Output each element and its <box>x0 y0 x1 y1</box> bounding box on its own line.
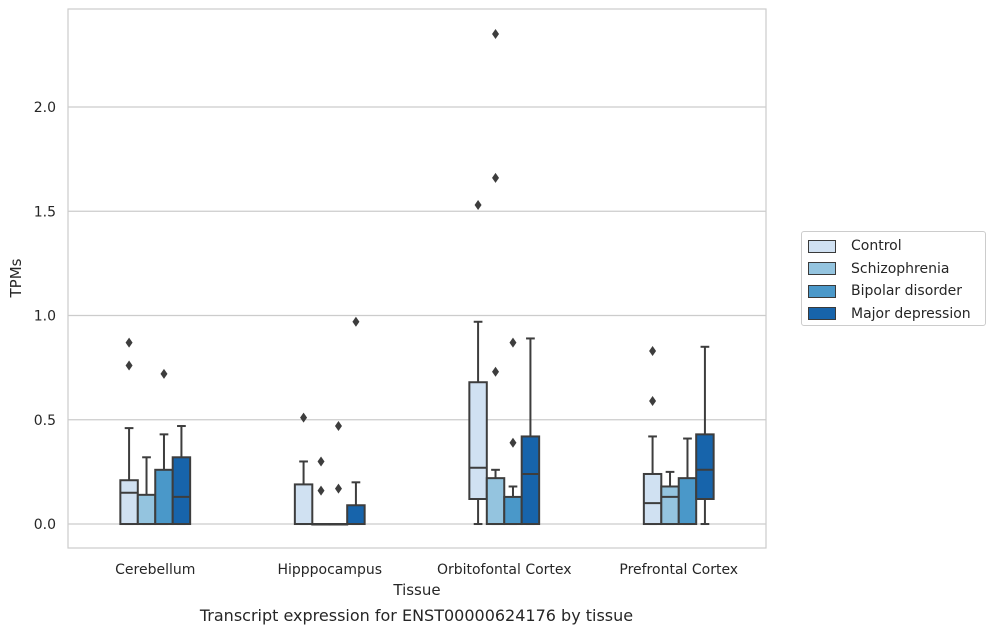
box-major-depression <box>346 316 366 526</box>
box <box>171 456 192 526</box>
box <box>485 477 506 526</box>
legend-item: Major depression <box>808 303 985 326</box>
outlier-point <box>474 200 482 210</box>
box-schizophrenia <box>311 456 331 526</box>
box-control <box>119 337 139 526</box>
legend-swatch <box>808 284 836 298</box>
y-tick-label: 2.0 <box>34 100 56 116</box>
y-tick-label: 1.0 <box>34 309 56 325</box>
legend-swatch <box>808 262 836 276</box>
outlier-point <box>492 366 500 377</box>
box <box>503 495 523 526</box>
legend-label: Bipolar disorder <box>851 283 963 300</box>
legend-label: Major depression <box>851 305 971 322</box>
box <box>154 468 174 526</box>
outlier-point <box>649 396 657 406</box>
box <box>520 435 541 526</box>
y-tick-label: 0.5 <box>34 413 56 429</box>
box <box>136 493 157 526</box>
box-major-depression <box>695 345 715 526</box>
x-tick-label: Cerebellum <box>115 562 195 578</box>
outlier-point <box>125 337 133 348</box>
box <box>642 472 663 526</box>
legend: Control Schizophrenia Bipolar disorder Majo… <box>801 231 986 326</box>
box-schizophrenia <box>485 29 506 526</box>
box-control <box>293 412 314 526</box>
box-major-depression <box>171 425 192 526</box>
outlier-point <box>125 360 133 371</box>
y-tick-label: 0.0 <box>34 517 56 533</box>
outlier-point <box>300 412 308 423</box>
outlier-point <box>509 337 517 348</box>
x-tick-labels: Cerebellum Hipppocampus Orbitofontal Corte… <box>115 562 738 578</box>
outlier-point <box>160 368 168 379</box>
legend-label: Schizophrenia <box>851 260 950 277</box>
box-bipolar-disorder <box>677 437 698 526</box>
x-tick-label: Prefrontal Cortex <box>619 562 738 578</box>
outlier-point <box>317 456 325 467</box>
box <box>119 479 139 526</box>
y-tick-label: 1.5 <box>34 204 56 220</box>
box <box>468 381 488 500</box>
outlier-point <box>352 316 360 327</box>
legend-item: Schizophrenia <box>808 258 985 281</box>
outlier-point <box>649 345 657 356</box>
y-tick-labels: 0.0 0.5 1.0 1.5 2.0 <box>34 100 56 533</box>
x-tick-label: Hipppocampus <box>277 562 382 578</box>
box-control <box>642 345 663 526</box>
box-schizophrenia <box>136 456 157 526</box>
box <box>293 483 314 526</box>
outlier-point <box>317 485 325 496</box>
box-schizophrenia <box>660 470 680 526</box>
box-layer <box>119 29 715 526</box>
box-major-depression <box>520 337 541 526</box>
legend-label: Control <box>851 238 902 255</box>
chart-caption: Transcript expression for ENST0000062417… <box>199 606 634 625</box>
legend-item: Control <box>808 235 985 258</box>
box <box>695 433 715 500</box>
box-bipolar-disorder <box>154 368 174 526</box>
box-control <box>468 200 488 526</box>
x-tick-label: Orbitofontal Cortex <box>437 562 572 578</box>
box <box>677 477 698 526</box>
outlier-point <box>334 421 342 432</box>
box-bipolar-disorder <box>503 337 523 526</box>
box <box>346 504 366 526</box>
outlier-point <box>492 29 500 40</box>
legend-swatch <box>808 307 836 321</box>
outlier-point <box>492 172 500 183</box>
plot-frame <box>67 8 767 549</box>
outlier-point <box>509 437 517 448</box>
box <box>660 485 680 526</box>
outlier-point <box>334 483 342 494</box>
x-axis-label: Tissue <box>392 581 440 599</box>
box-bipolar-disorder <box>328 421 349 526</box>
legend-item: Bipolar disorder <box>808 280 985 303</box>
y-axis-label: TPMs <box>7 258 25 298</box>
legend-swatch <box>808 239 836 253</box>
